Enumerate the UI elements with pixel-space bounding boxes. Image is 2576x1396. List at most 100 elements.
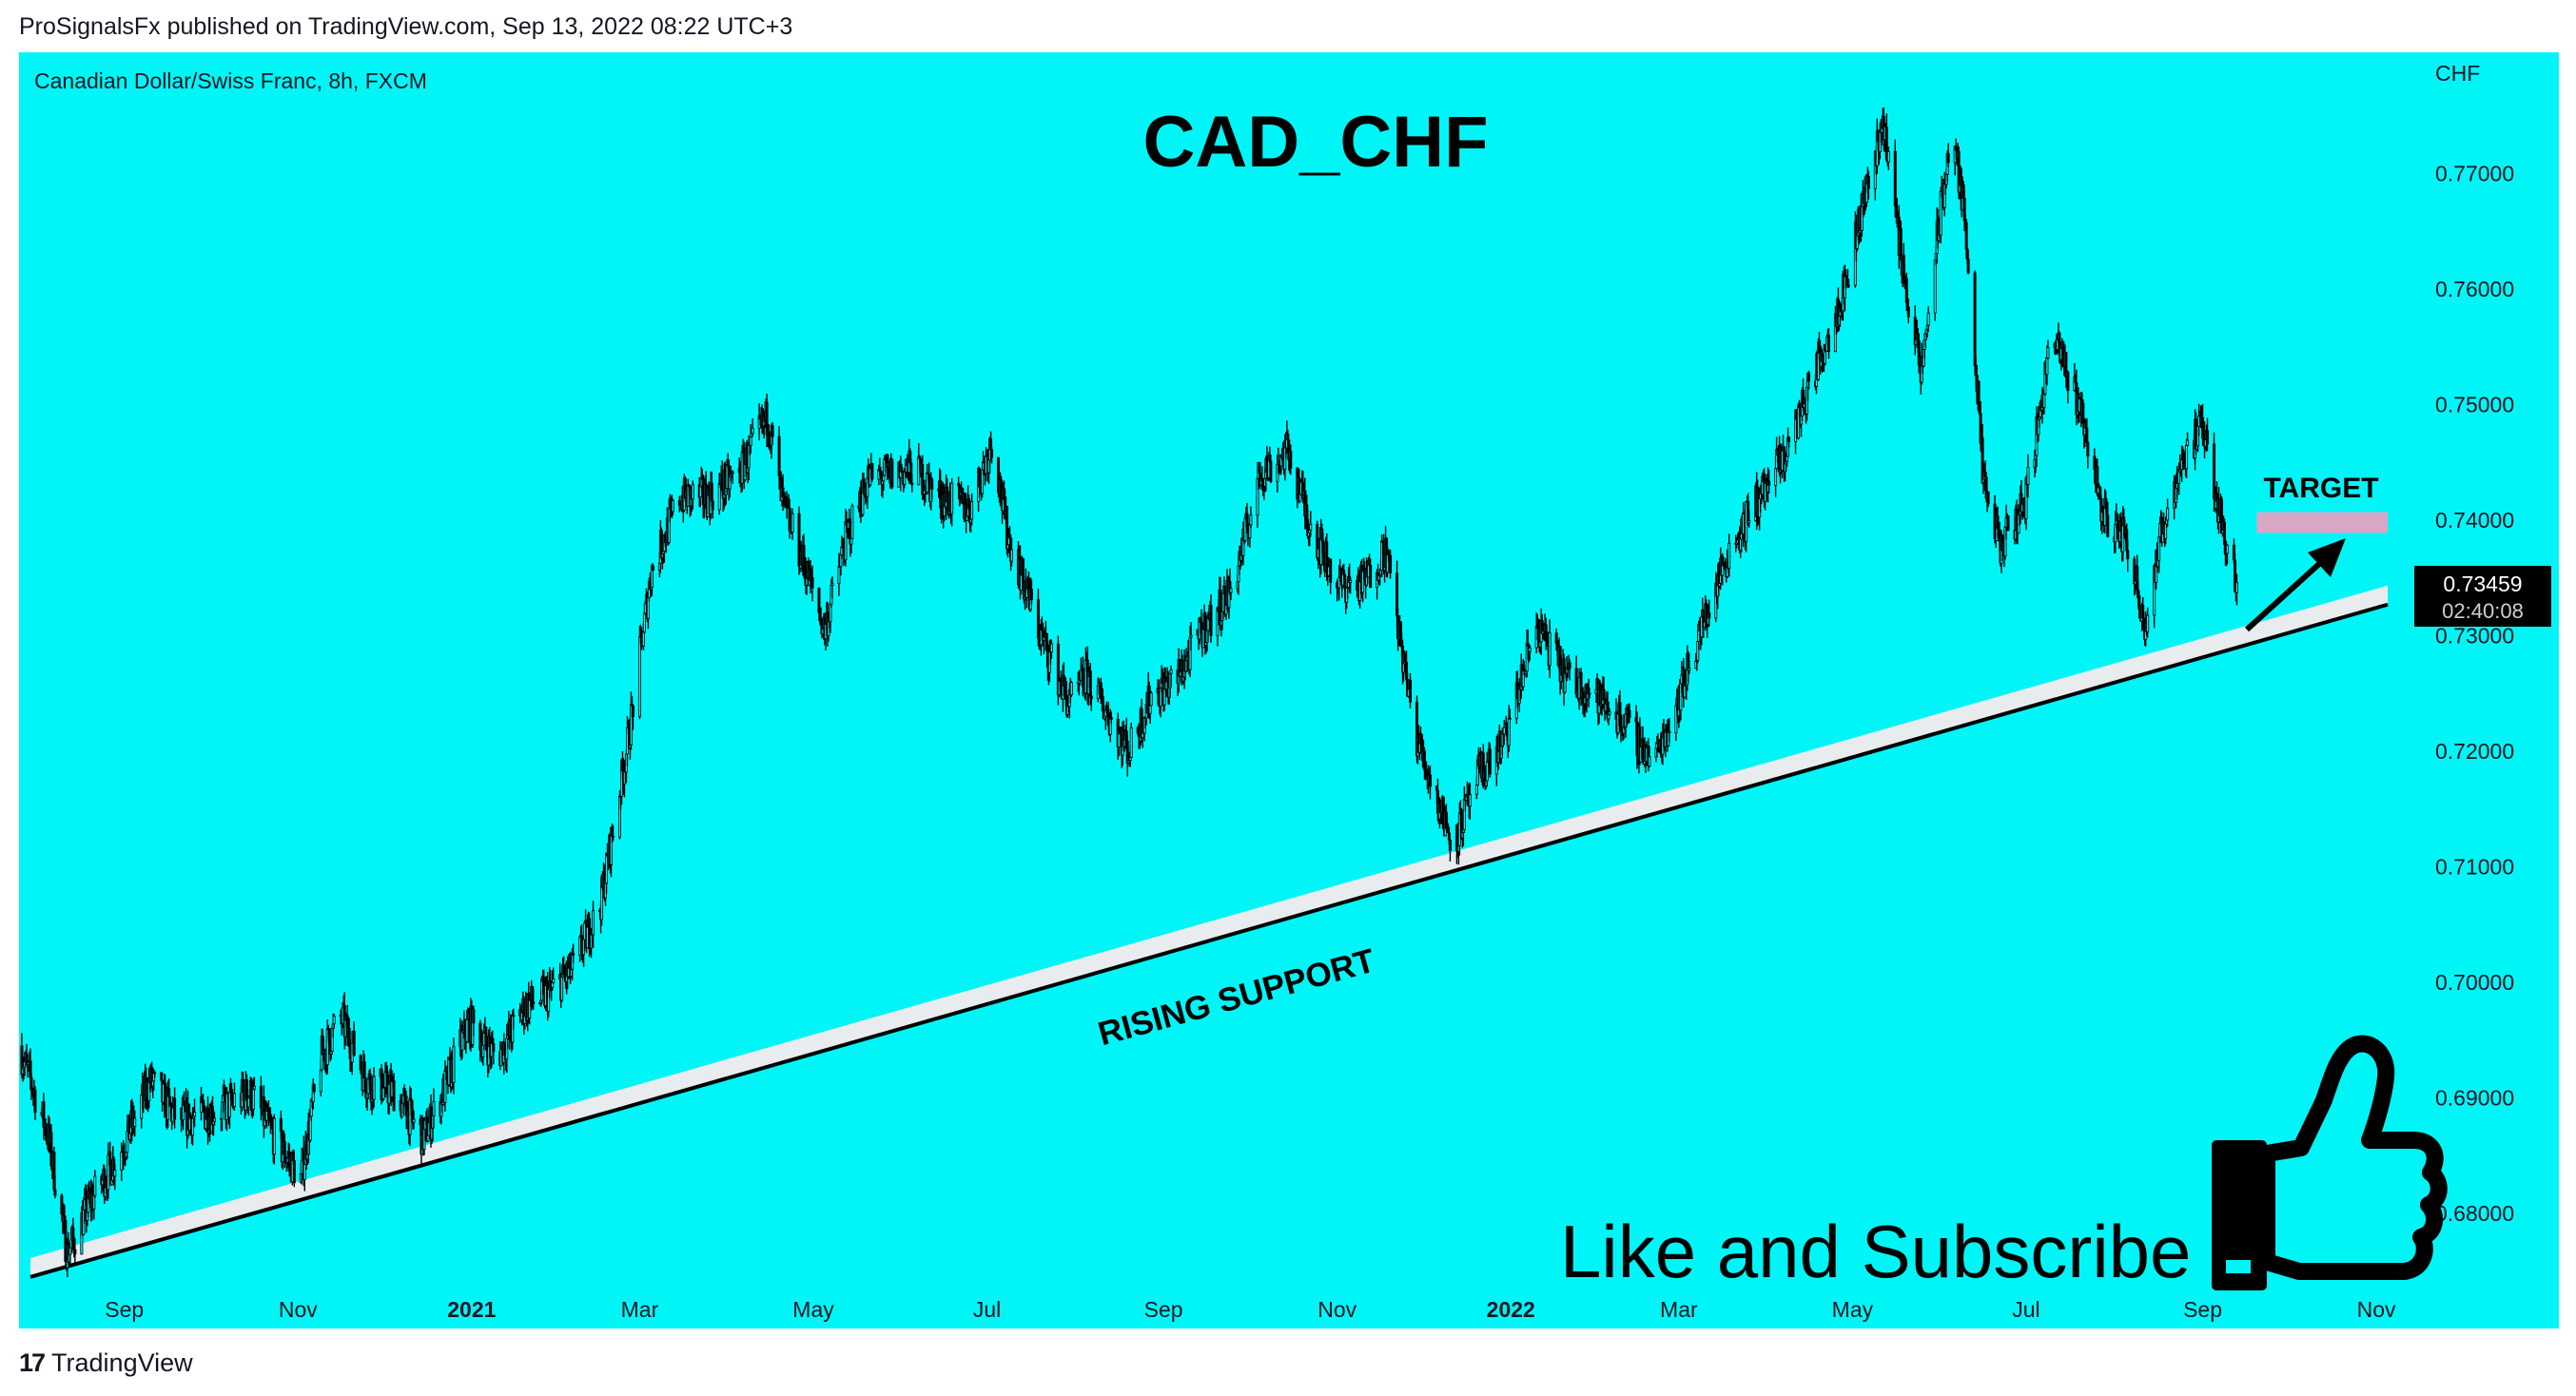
x-tick-label: Mar xyxy=(621,1297,659,1322)
candle xyxy=(113,1163,117,1191)
candle xyxy=(1249,506,1253,529)
candle xyxy=(2046,339,2050,360)
candle xyxy=(771,421,774,444)
candle xyxy=(1787,436,1791,448)
candle xyxy=(352,1021,356,1057)
chart-title: CAD_CHF xyxy=(1142,102,1488,183)
candle xyxy=(1619,713,1623,743)
candle xyxy=(1568,659,1571,681)
candle xyxy=(1468,783,1472,821)
candle xyxy=(1767,469,1771,494)
candle xyxy=(472,1005,476,1037)
y-tick-label: 0.69000 xyxy=(2435,1086,2514,1111)
candle xyxy=(2026,454,2030,498)
candle xyxy=(2066,370,2070,404)
y-tick-label: 0.74000 xyxy=(2435,508,2514,533)
last-price-value: 0.73459 xyxy=(2443,572,2522,596)
last-price-badge: 0.73459 02:40:08 xyxy=(2414,566,2551,627)
candle xyxy=(1109,711,1113,725)
x-tick-label: Mar xyxy=(1660,1297,1698,1322)
candle xyxy=(1986,491,1990,508)
candle xyxy=(691,480,694,510)
candle xyxy=(1089,690,1093,711)
currency-label: CHF xyxy=(2435,61,2480,86)
support-layer xyxy=(29,585,2389,1279)
candle xyxy=(870,462,874,482)
candle xyxy=(53,1175,57,1199)
candle xyxy=(930,476,934,501)
candle xyxy=(890,457,894,490)
candle xyxy=(292,1150,296,1188)
candle xyxy=(312,1083,316,1095)
candle xyxy=(1933,260,1937,321)
candle xyxy=(452,1037,456,1095)
candle xyxy=(1747,510,1751,528)
candle xyxy=(1289,444,1293,475)
candle xyxy=(1125,735,1129,777)
candle xyxy=(213,1112,217,1126)
price-chart[interactable]: 0.77000 0.76000 0.75000 0.74000 0.73000 0.720… xyxy=(19,52,2559,1328)
candle xyxy=(1966,250,1970,275)
candle xyxy=(1608,708,1611,717)
candle xyxy=(392,1073,396,1112)
candle xyxy=(731,470,734,484)
candle xyxy=(751,417,754,437)
candle xyxy=(1488,743,1492,778)
candle xyxy=(1926,306,1930,332)
candle xyxy=(1049,639,1053,659)
tradingview-logo-icon[interactable]: 17 xyxy=(19,1348,46,1377)
candle xyxy=(1010,537,1014,567)
candle xyxy=(1349,577,1353,594)
thumbs-up-icon[interactable] xyxy=(2212,1035,2448,1290)
candle xyxy=(512,1008,516,1030)
candle xyxy=(173,1087,177,1129)
y-tick-label: 0.77000 xyxy=(2435,162,2514,186)
x-tick-label: Jul xyxy=(2012,1297,2039,1322)
footer-brand[interactable]: TradingView xyxy=(51,1348,193,1377)
candle xyxy=(2106,501,2110,538)
candle xyxy=(1648,746,1651,767)
target-layer xyxy=(2256,512,2389,533)
candle xyxy=(1946,143,1950,168)
candle xyxy=(1508,708,1512,720)
candle xyxy=(850,503,854,539)
candle xyxy=(1886,146,1890,171)
candle xyxy=(1229,588,1233,601)
candle xyxy=(73,1238,77,1265)
candle xyxy=(1977,379,1981,412)
support-line xyxy=(29,602,2389,1279)
candle xyxy=(133,1110,137,1137)
candle xyxy=(1209,594,1213,643)
candle xyxy=(193,1098,197,1128)
candle xyxy=(1906,298,1910,324)
candle xyxy=(33,1086,37,1120)
x-tick-label: Nov xyxy=(2357,1297,2396,1322)
x-tick-label: May xyxy=(1832,1297,1874,1322)
candle xyxy=(592,901,595,948)
candle xyxy=(2186,432,2190,447)
candle xyxy=(93,1169,97,1198)
target-arrow xyxy=(2244,538,2346,632)
candle xyxy=(711,497,714,519)
chart-panel[interactable]: 0.77000 0.76000 0.75000 0.74000 0.73000 0.720… xyxy=(19,52,2559,1328)
candle xyxy=(372,1067,376,1108)
y-tick-label: 0.71000 xyxy=(2435,855,2514,880)
candle xyxy=(651,563,654,572)
candle xyxy=(631,704,634,730)
candle xyxy=(1913,305,1917,356)
candle xyxy=(1369,558,1373,589)
candle xyxy=(1269,455,1273,484)
candle xyxy=(153,1071,157,1078)
cta-text: Like and Subscribe xyxy=(1560,1210,2191,1293)
candle xyxy=(432,1088,436,1128)
support-band xyxy=(29,585,2389,1277)
x-tick-label: Sep xyxy=(2183,1297,2222,1322)
candle xyxy=(2086,440,2090,469)
countdown-timer: 02:40:08 xyxy=(2442,599,2524,623)
y-tick-label: 0.73000 xyxy=(2435,624,2514,649)
x-tick-label: Sep xyxy=(1144,1297,1183,1322)
candle xyxy=(252,1076,256,1092)
x-tick-label: Sep xyxy=(105,1297,144,1322)
candle xyxy=(272,1114,276,1165)
candle xyxy=(1668,718,1671,743)
